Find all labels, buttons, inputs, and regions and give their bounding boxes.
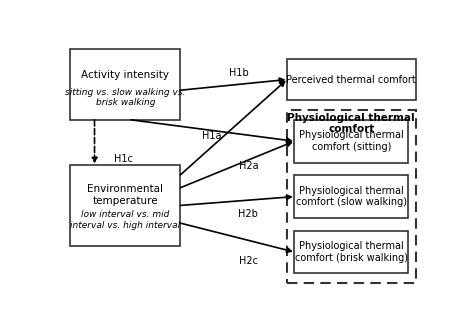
FancyBboxPatch shape	[294, 175, 408, 218]
FancyBboxPatch shape	[70, 49, 181, 120]
FancyBboxPatch shape	[294, 120, 408, 163]
Text: low interval vs. mid
interval vs. high interval: low interval vs. mid interval vs. high i…	[70, 210, 181, 230]
Text: H1b: H1b	[229, 68, 249, 78]
Text: Perceived thermal comfort: Perceived thermal comfort	[286, 75, 416, 84]
FancyBboxPatch shape	[294, 231, 408, 273]
Text: Physiological thermal
comfort (sitting): Physiological thermal comfort (sitting)	[299, 130, 404, 152]
Text: sitting vs. slow walking vs.
brisk walking: sitting vs. slow walking vs. brisk walki…	[65, 88, 186, 107]
Text: Environmental
temperature: Environmental temperature	[87, 184, 164, 206]
FancyBboxPatch shape	[287, 60, 416, 100]
Text: Physiological thermal
comfort (slow walking): Physiological thermal comfort (slow walk…	[296, 186, 407, 207]
Text: Activity intensity: Activity intensity	[82, 70, 169, 80]
Text: H1c: H1c	[114, 154, 133, 164]
Text: Physiological thermal
comfort (brisk walking): Physiological thermal comfort (brisk wal…	[295, 241, 408, 263]
Text: H2b: H2b	[238, 209, 258, 219]
Text: H2a: H2a	[238, 162, 258, 171]
Text: H2c: H2c	[239, 256, 258, 266]
FancyBboxPatch shape	[70, 165, 181, 246]
FancyBboxPatch shape	[287, 110, 416, 284]
Text: Physiological thermal
comfort: Physiological thermal comfort	[287, 113, 415, 134]
Text: H1a: H1a	[202, 131, 221, 141]
